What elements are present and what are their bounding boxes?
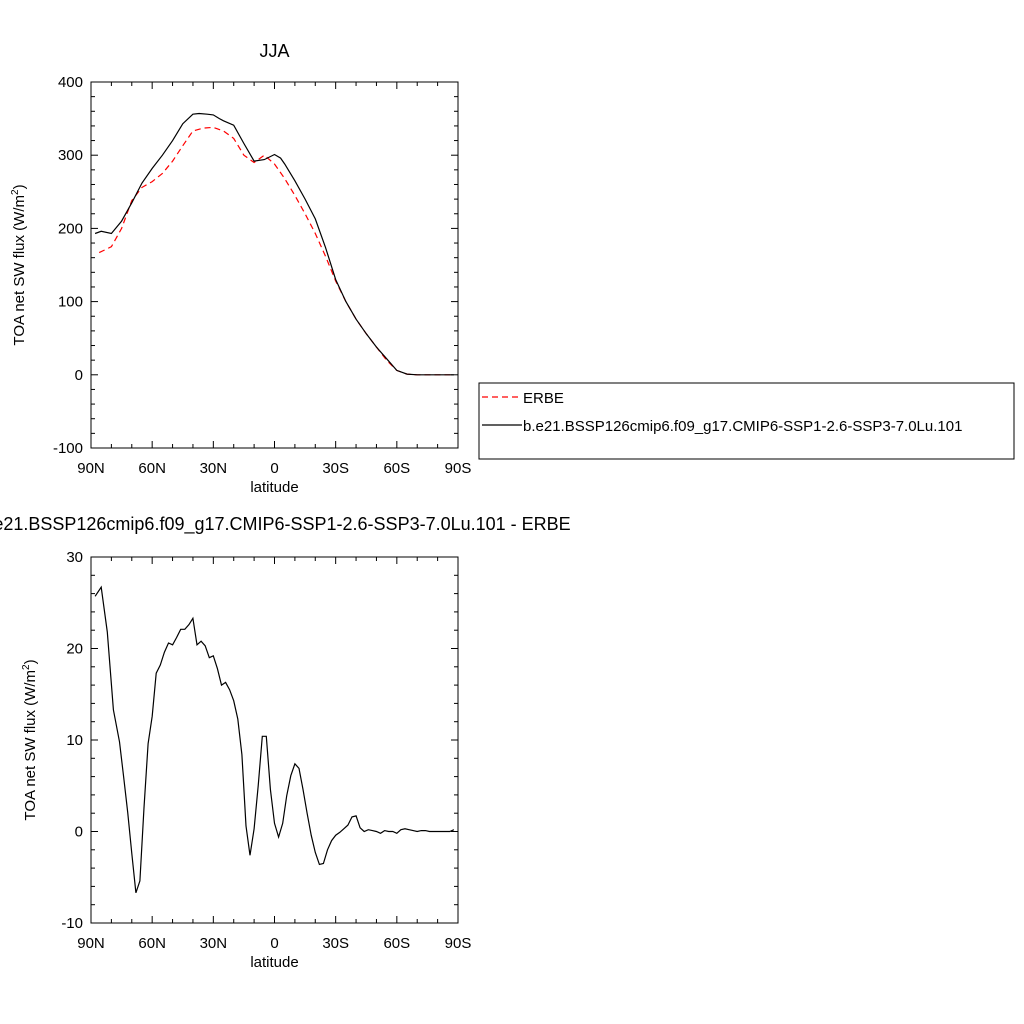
top-panel-frame bbox=[90, 81, 459, 449]
bottom-panel-title: b.e21.BSSP126cmip6.f09_g17.CMIP6-SSP1-2.… bbox=[0, 514, 571, 535]
bottom-panel-y-tick-label: 30 bbox=[66, 549, 83, 566]
bottom-panel-y-tick-label: 10 bbox=[66, 732, 83, 749]
bottom-panel-x-tick-label: 90S bbox=[445, 935, 472, 952]
top-panel-y-axis-label-main: TOA net SW flux (W/m bbox=[11, 195, 28, 346]
bottom-panel-y-axis-label-sup: 2 bbox=[21, 664, 32, 670]
bottom-panel-y-tick-label: -10 bbox=[61, 915, 83, 932]
legend-label-erbe: ERBE bbox=[523, 390, 564, 407]
top-panel-title: JJA bbox=[259, 41, 289, 61]
top-panel-y-tick-label: -100 bbox=[53, 440, 83, 457]
bottom-panel-x-tick-label: 60N bbox=[138, 935, 166, 952]
top-panel-y-tick-label: 300 bbox=[58, 147, 83, 164]
top-panel: JJA 90N 60N 30N 0 30S 60S 90S -100 0 100 200 300 400… bbox=[10, 41, 471, 496]
bottom-panel-x-tick-label: 30N bbox=[200, 935, 228, 952]
bottom-panel-y-tick-label: 0 bbox=[75, 824, 83, 841]
top-panel-x-tick-label: 60N bbox=[138, 460, 166, 477]
top-panel-x-tick-label: 30S bbox=[322, 460, 349, 477]
bottom-panel-x-tick-label: 60S bbox=[383, 935, 410, 952]
bottom-panel-frame bbox=[90, 556, 459, 924]
top-panel-y-axis-label: TOA net SW flux (W/m2) bbox=[10, 184, 28, 345]
top-panel-y-tick-label: 400 bbox=[58, 74, 83, 91]
top-panel-y-axis-label-sup: 2 bbox=[10, 189, 21, 195]
bottom-panel-y-axis-label-close: ) bbox=[22, 659, 39, 664]
top-panel-x-tick-label: 90N bbox=[77, 460, 105, 477]
top-panel-y-tick-label: 100 bbox=[58, 294, 83, 311]
bottom-panel-x-tick-label: 90N bbox=[77, 935, 105, 952]
top-panel-y-axis-label-close: ) bbox=[11, 184, 28, 189]
bottom-panel-ticks: 90N 60N 30N 0 30S 60S 90S -10 0 10 20 30 bbox=[61, 549, 471, 952]
top-panel-y-tick-label: 200 bbox=[58, 220, 83, 237]
top-panel-series-line-erbe bbox=[98, 126, 454, 376]
top-panel-x-tick-label: 0 bbox=[270, 460, 278, 477]
bottom-panel-x-axis-label: latitude bbox=[250, 954, 298, 971]
top-panel-x-tick-label: 30N bbox=[200, 460, 228, 477]
top-panel-x-axis-label: latitude bbox=[250, 479, 298, 496]
top-panel-series-line-model bbox=[94, 112, 454, 376]
top-panel-y-tick-label: 0 bbox=[75, 367, 83, 384]
top-panel-x-tick-label: 60S bbox=[383, 460, 410, 477]
top-panel-ticks: 90N 60N 30N 0 30S 60S 90S -100 0 100 200 300 400 bbox=[53, 74, 471, 477]
bottom-panel: b.e21.BSSP126cmip6.f09_g17.CMIP6-SSP1-2.… bbox=[0, 514, 571, 971]
top-panel-series bbox=[94, 112, 454, 376]
legend: ERBE b.e21.BSSP126cmip6.f09_g17.CMIP6-SS… bbox=[478, 382, 1015, 460]
legend-label-model: b.e21.BSSP126cmip6.f09_g17.CMIP6-SSP1-2.… bbox=[523, 418, 962, 435]
bottom-panel-y-tick-label: 20 bbox=[66, 641, 83, 658]
legend-box bbox=[478, 382, 1015, 460]
bottom-panel-series bbox=[94, 585, 455, 893]
bottom-panel-y-axis-label-main: TOA net SW flux (W/m bbox=[22, 670, 39, 821]
bottom-panel-series-line-model bbox=[94, 585, 455, 893]
bottom-panel-x-tick-label: 30S bbox=[322, 935, 349, 952]
bottom-panel-x-tick-label: 0 bbox=[270, 935, 278, 952]
bottom-panel-y-axis-label: TOA net SW flux (W/m2) bbox=[21, 659, 39, 820]
top-panel-x-tick-label: 90S bbox=[445, 460, 472, 477]
